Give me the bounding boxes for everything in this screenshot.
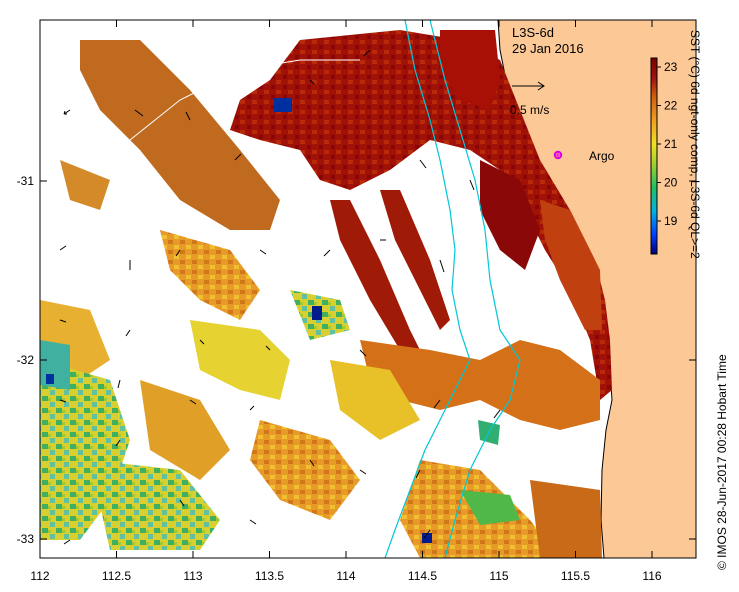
cool-patch [422,533,432,543]
cool-patch [460,490,520,525]
colorbar-tick-label: 22 [664,99,678,113]
colorbar [650,57,658,255]
plot-frame [39,19,697,559]
current-vectors [59,49,501,545]
x-tick-label: 116 [642,569,661,583]
reference-arrow [512,81,545,91]
warm-patch [540,200,602,330]
warm-patch [480,160,540,270]
colorbar-tick-label: 19 [664,214,678,228]
reference-arrow-label: 0.5 m/s [510,103,549,117]
warm-patch [330,360,420,440]
x-tick-label: 115.5 [561,569,590,583]
cool-patch [312,306,322,320]
x-tick-label: 112 [30,569,49,583]
colorbar-tick-label: 23 [664,60,678,74]
warm-patch [60,160,110,210]
x-tick-label: 115 [489,569,508,583]
warm-patch [360,340,600,430]
x-tick-label: 114.5 [408,569,437,583]
y-axis: -31 -32 -33 [17,174,696,546]
warm-patch [330,200,420,350]
warm-patch [80,40,280,230]
date-label: 29 Jan 2016 [512,41,584,56]
cool-patch [90,460,220,550]
x-tick-label: 113 [183,569,202,583]
warm-patch [140,380,230,480]
warm-patch [190,320,290,400]
warm-patch [440,30,500,110]
product-label: L3S-6d [512,25,554,40]
colorbar-tick-label: 20 [664,176,678,190]
warm-patch [380,190,450,330]
warm-patch [250,420,360,520]
warm-patch [230,30,612,400]
y-tick-label: -33 [17,532,35,546]
warm-patch [530,480,602,558]
cool-patch [40,340,70,390]
bathymetry-contour [429,20,521,558]
credit-label: © IMOS 28-Jun-2017 00:28 Hobart Time [715,354,729,570]
argo-marker [553,150,563,160]
cool-patch [274,98,292,112]
isotherm-contour [129,59,360,141]
y-tick-label: -32 [17,353,35,367]
bathymetry-contour [384,20,471,558]
colorbar-ticks: 23 22 21 20 19 [657,60,678,228]
sst-field [40,20,696,558]
x-tick-label: 114 [336,569,355,583]
colorbar-label: SST (°C) 6d ngt-only comp, L3S-6d QL>=2 [688,30,702,259]
y-tick-label: -31 [17,174,35,188]
colorbar-tick-label: 21 [664,137,678,151]
argo-label: Argo [589,149,615,163]
warm-patch [160,230,260,320]
x-tick-label: 112.5 [102,569,131,583]
x-axis: 112 112.5 113 113.5 114 114.5 115 115.5 116 [30,20,662,583]
cool-patch [46,374,54,384]
x-tick-label: 113.5 [255,569,284,583]
